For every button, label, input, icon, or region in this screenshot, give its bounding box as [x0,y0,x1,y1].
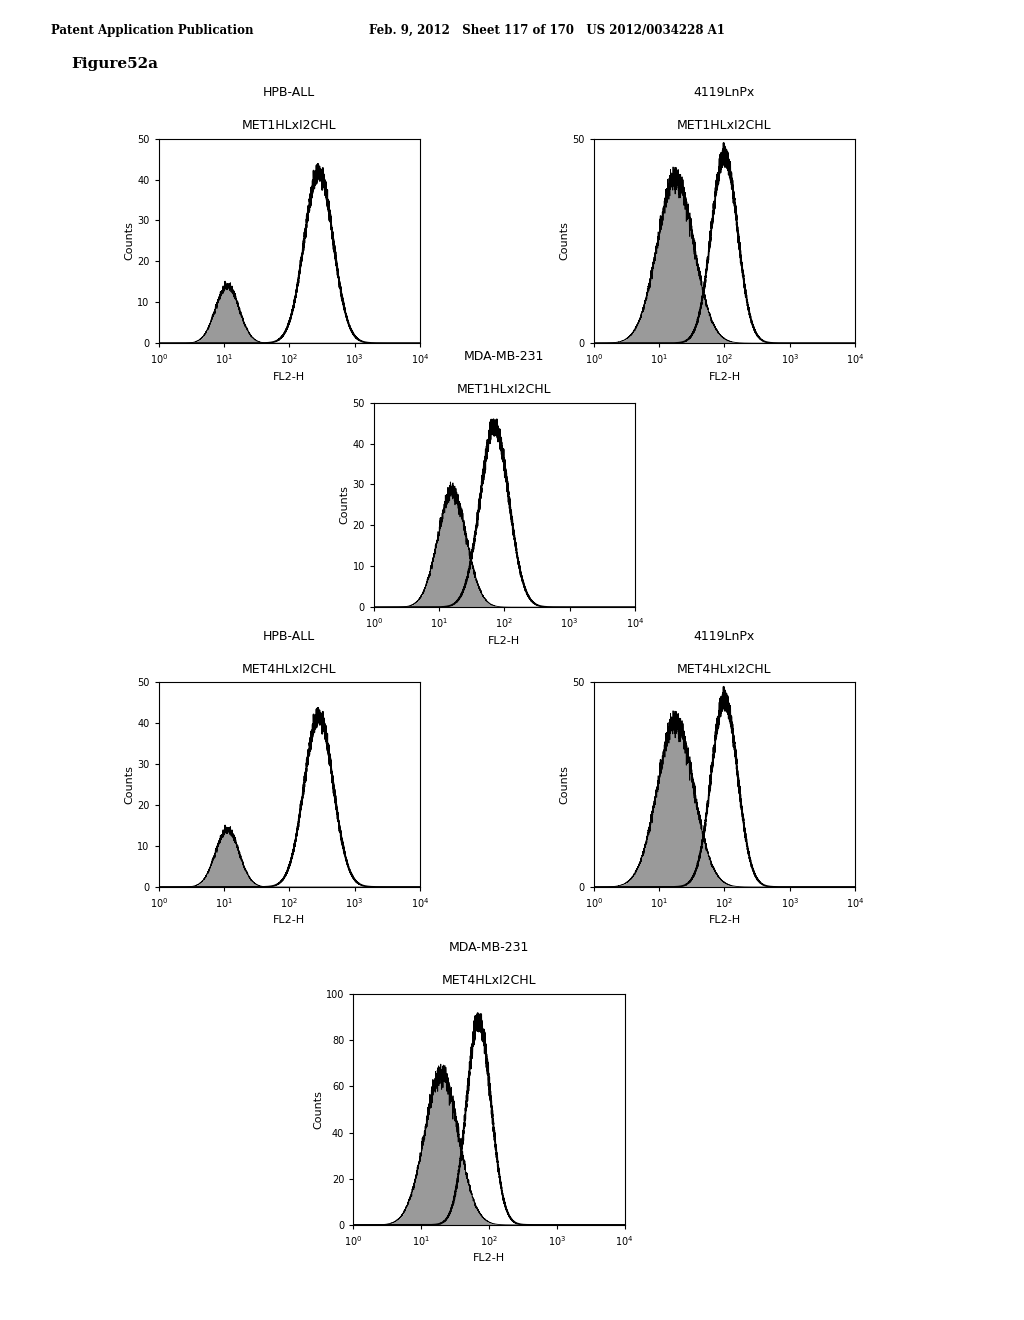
X-axis label: FL2-H: FL2-H [709,916,740,925]
X-axis label: FL2-H: FL2-H [273,372,305,381]
Text: MDA-MB-231: MDA-MB-231 [464,350,545,363]
Y-axis label: Counts: Counts [560,222,569,260]
Text: MET4HLxI2CHL: MET4HLxI2CHL [441,974,537,987]
Text: MET1HLxI2CHL: MET1HLxI2CHL [457,383,552,396]
X-axis label: FL2-H: FL2-H [273,916,305,925]
Y-axis label: Counts: Counts [340,486,349,524]
Y-axis label: Counts: Counts [313,1090,324,1129]
Text: MET1HLxI2CHL: MET1HLxI2CHL [242,119,337,132]
Text: HPB-ALL: HPB-ALL [263,86,315,99]
X-axis label: FL2-H: FL2-H [709,372,740,381]
Text: HPB-ALL: HPB-ALL [263,630,315,643]
Text: MDA-MB-231: MDA-MB-231 [449,941,529,954]
Y-axis label: Counts: Counts [125,222,134,260]
Text: MET4HLxI2CHL: MET4HLxI2CHL [242,663,337,676]
Text: Figure52a: Figure52a [72,57,159,71]
Text: MET4HLxI2CHL: MET4HLxI2CHL [677,663,772,676]
X-axis label: FL2-H: FL2-H [473,1254,505,1263]
Y-axis label: Counts: Counts [560,766,569,804]
Text: Feb. 9, 2012   Sheet 117 of 170   US 2012/0034228 A1: Feb. 9, 2012 Sheet 117 of 170 US 2012/00… [369,24,725,37]
X-axis label: FL2-H: FL2-H [488,636,520,645]
Text: Patent Application Publication: Patent Application Publication [51,24,254,37]
Y-axis label: Counts: Counts [125,766,134,804]
Text: MET1HLxI2CHL: MET1HLxI2CHL [677,119,772,132]
Text: 4119LnPx: 4119LnPx [694,86,755,99]
Text: 4119LnPx: 4119LnPx [694,630,755,643]
